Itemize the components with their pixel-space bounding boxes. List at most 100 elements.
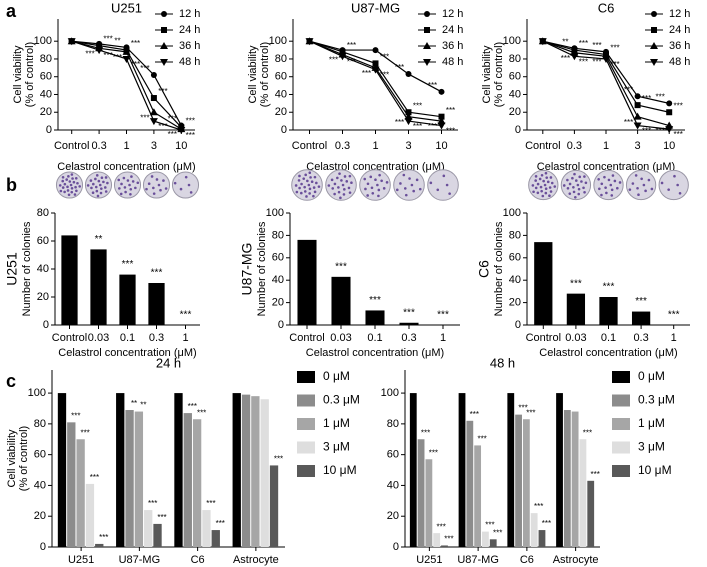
colony [307, 183, 311, 187]
colony [583, 175, 586, 178]
colony [119, 192, 123, 196]
x-tick-label: 10 [175, 140, 187, 152]
bar [563, 410, 571, 547]
colony [598, 187, 601, 191]
colony [582, 186, 585, 190]
colony [179, 187, 183, 191]
colony [74, 185, 77, 189]
colony [299, 191, 303, 195]
colony [327, 184, 331, 187]
marker [372, 60, 379, 67]
panel-label: b [6, 175, 17, 195]
significance: *** [380, 71, 389, 80]
y-axis-label: (% of control) [24, 42, 36, 107]
significance: *** [216, 519, 225, 528]
marker [650, 42, 658, 49]
bar [399, 322, 419, 325]
significance: *** [188, 402, 197, 411]
legend-swatch [612, 441, 630, 454]
bar [134, 411, 144, 547]
colony [377, 194, 380, 198]
colony [676, 183, 679, 187]
y-tick-label: 40 [509, 88, 521, 100]
colony [69, 183, 73, 187]
colony [304, 173, 307, 177]
colony [330, 178, 334, 182]
marker [665, 126, 674, 134]
colony [610, 194, 614, 197]
row-label: U251 [4, 252, 20, 286]
colony [78, 185, 81, 188]
significance: *** [71, 411, 80, 420]
colony [104, 176, 108, 179]
x-tick-label: 0.03 [565, 332, 586, 344]
colony [536, 191, 540, 195]
colony [155, 178, 159, 181]
chart-title: 48 h [490, 355, 515, 370]
colony [374, 178, 377, 182]
colony [550, 181, 554, 185]
significance: *** [90, 473, 99, 482]
colony [298, 174, 301, 178]
x-tick-label: 1 [182, 332, 188, 344]
x-axis-label: Celastrol concentration (μM) [58, 347, 196, 359]
significance: *** [113, 53, 122, 62]
colony [308, 192, 311, 195]
legend-swatch [297, 418, 315, 430]
colony [136, 181, 140, 185]
bar [587, 480, 595, 547]
colony [99, 191, 103, 195]
colony [98, 183, 102, 187]
chart-title: 24 h [156, 355, 181, 370]
legend-label: 3 μM [638, 440, 665, 454]
bar [125, 410, 134, 547]
significance: *** [428, 122, 437, 131]
y-tick-label: 20 [272, 297, 284, 309]
bar [153, 523, 162, 547]
significance: *** [642, 94, 651, 103]
colony [90, 186, 93, 190]
bar [433, 533, 441, 547]
x-tick-label: Control [52, 332, 87, 344]
colony [577, 187, 581, 191]
y-tick-label: 80 [40, 53, 52, 65]
significance: *** [180, 310, 192, 321]
significance: *** [656, 127, 665, 136]
significance: *** [362, 69, 371, 78]
y-tick-label: 0 [281, 124, 287, 136]
colony [343, 175, 347, 178]
colony [150, 175, 154, 178]
colony [315, 181, 318, 185]
x-tick-label: Control [289, 332, 324, 344]
bar [425, 459, 433, 547]
colony [333, 182, 337, 186]
y-tick-label: 100 [28, 387, 46, 399]
marker [424, 27, 430, 33]
significance: *** [542, 519, 551, 528]
y-tick-label: 20 [387, 510, 399, 522]
significance: *** [668, 310, 680, 321]
colony [370, 186, 374, 190]
y-axis-label: (% of control) [259, 42, 271, 107]
colony-plate [658, 169, 689, 201]
colony [74, 176, 78, 180]
y-tick-label: 60 [509, 252, 521, 264]
y-axis-label: Cell viability [6, 429, 18, 488]
colony [124, 190, 127, 194]
y-axis-label: Number of colonies [493, 221, 505, 316]
colony [583, 191, 586, 194]
colony [410, 183, 414, 187]
colony [184, 175, 188, 179]
marker [405, 71, 412, 78]
y-tick-label: 40 [509, 274, 521, 286]
colony [308, 187, 312, 191]
colony [347, 186, 351, 190]
significance: *** [477, 435, 486, 444]
y-tick-label: 40 [37, 263, 49, 275]
colony [616, 186, 619, 190]
colony [562, 184, 566, 187]
significance: ** [562, 37, 568, 46]
bar [631, 311, 651, 325]
colony [173, 181, 177, 185]
colony [317, 185, 321, 188]
